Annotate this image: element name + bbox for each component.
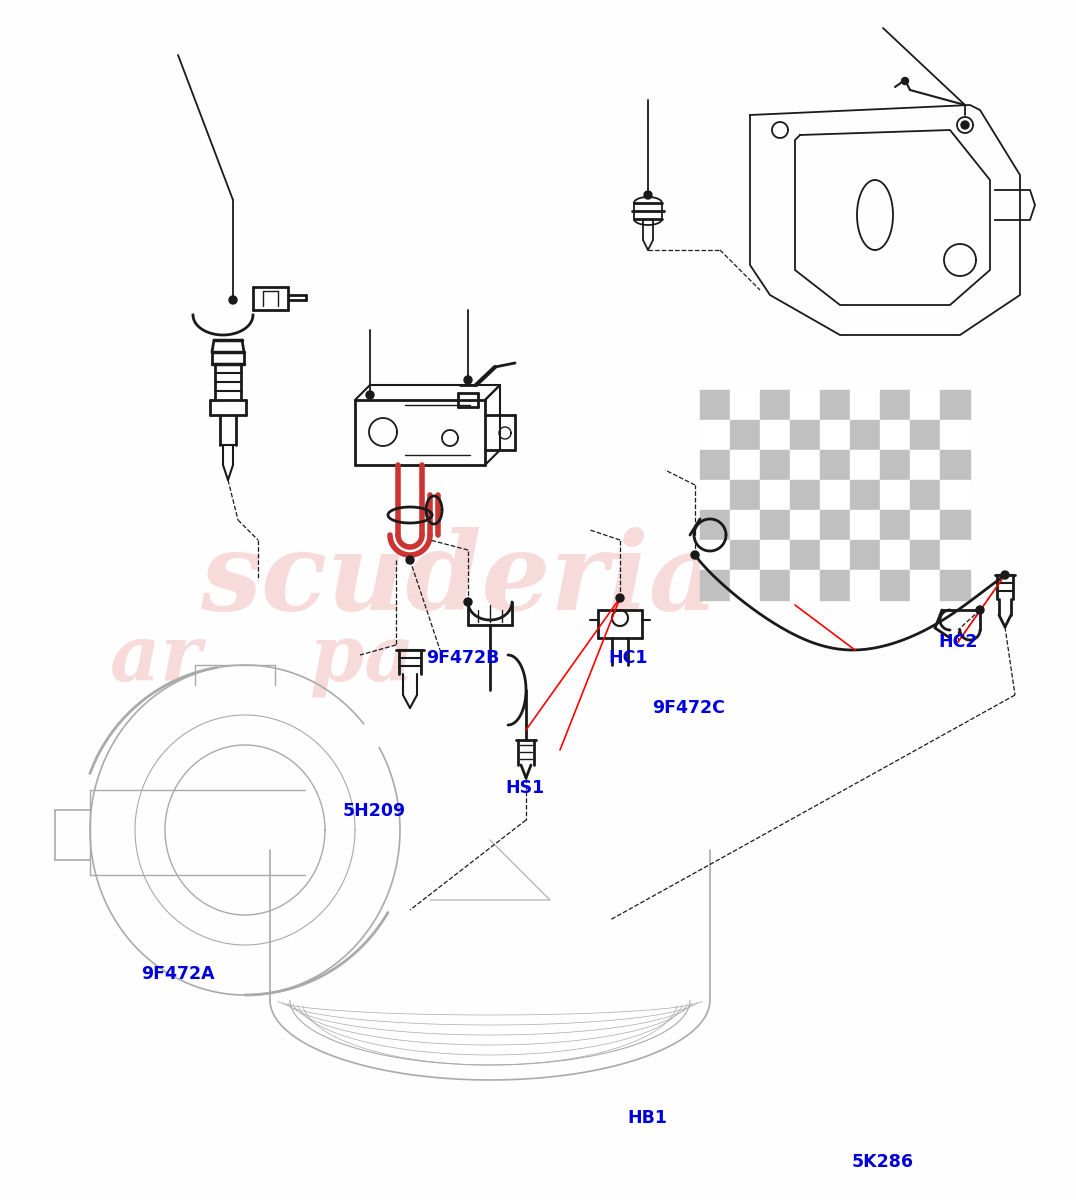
Bar — [850, 510, 880, 540]
Bar — [760, 540, 790, 570]
Bar — [700, 420, 730, 450]
Bar — [940, 420, 969, 450]
Bar — [730, 480, 760, 510]
Bar — [940, 450, 969, 480]
Bar — [880, 450, 910, 480]
Text: HC1: HC1 — [609, 648, 648, 667]
Bar — [760, 450, 790, 480]
Bar — [760, 390, 790, 420]
Bar — [700, 540, 730, 570]
Bar — [910, 480, 940, 510]
Bar — [790, 510, 820, 540]
Circle shape — [464, 376, 472, 384]
Circle shape — [961, 121, 969, 128]
Bar — [940, 510, 969, 540]
Text: 5K286: 5K286 — [851, 1152, 914, 1170]
Bar — [910, 390, 940, 420]
Bar — [940, 540, 969, 570]
Bar — [760, 510, 790, 540]
Bar — [700, 390, 730, 420]
Bar — [700, 450, 730, 480]
Bar — [760, 480, 790, 510]
Circle shape — [406, 556, 414, 564]
Bar — [910, 570, 940, 600]
Circle shape — [902, 78, 908, 84]
Bar — [850, 570, 880, 600]
Bar — [820, 390, 850, 420]
Text: 9F472A: 9F472A — [141, 966, 214, 984]
Circle shape — [976, 606, 983, 614]
Bar — [820, 510, 850, 540]
Text: HC2: HC2 — [938, 634, 977, 650]
Bar — [880, 510, 910, 540]
Circle shape — [691, 551, 699, 559]
Bar — [940, 570, 969, 600]
Circle shape — [615, 594, 624, 602]
Bar — [730, 420, 760, 450]
Text: HB1: HB1 — [627, 1110, 668, 1128]
Bar — [790, 480, 820, 510]
Bar — [910, 540, 940, 570]
Bar — [730, 450, 760, 480]
Text: scuderia: scuderia — [200, 527, 719, 634]
Bar — [700, 480, 730, 510]
Bar — [880, 420, 910, 450]
Text: ar    pa: ar pa — [110, 622, 414, 698]
Text: HS1: HS1 — [506, 780, 544, 798]
Bar — [820, 480, 850, 510]
Bar — [790, 450, 820, 480]
Text: 5H209: 5H209 — [343, 803, 406, 821]
Bar — [730, 510, 760, 540]
Bar — [790, 420, 820, 450]
Bar — [730, 540, 760, 570]
Bar — [880, 390, 910, 420]
Bar — [850, 450, 880, 480]
Bar — [940, 480, 969, 510]
Circle shape — [1001, 571, 1009, 578]
Bar — [820, 570, 850, 600]
Bar — [910, 510, 940, 540]
Text: 9F472C: 9F472C — [652, 698, 725, 716]
Bar — [940, 390, 969, 420]
Bar — [820, 540, 850, 570]
Bar — [880, 570, 910, 600]
Bar — [820, 420, 850, 450]
Text: 9F472B: 9F472B — [426, 648, 499, 667]
Bar — [850, 480, 880, 510]
Bar — [730, 570, 760, 600]
Bar — [760, 570, 790, 600]
Bar — [880, 480, 910, 510]
Circle shape — [229, 296, 237, 304]
Bar — [850, 540, 880, 570]
Bar — [730, 390, 760, 420]
Circle shape — [645, 191, 652, 199]
Bar — [910, 450, 940, 480]
Bar — [850, 420, 880, 450]
Bar — [790, 570, 820, 600]
Circle shape — [464, 598, 472, 606]
Bar — [700, 510, 730, 540]
Bar — [850, 390, 880, 420]
Bar — [790, 540, 820, 570]
Bar — [820, 450, 850, 480]
Bar — [760, 420, 790, 450]
Bar — [790, 390, 820, 420]
Bar — [910, 420, 940, 450]
Circle shape — [366, 391, 374, 398]
Bar — [880, 540, 910, 570]
Bar — [700, 570, 730, 600]
